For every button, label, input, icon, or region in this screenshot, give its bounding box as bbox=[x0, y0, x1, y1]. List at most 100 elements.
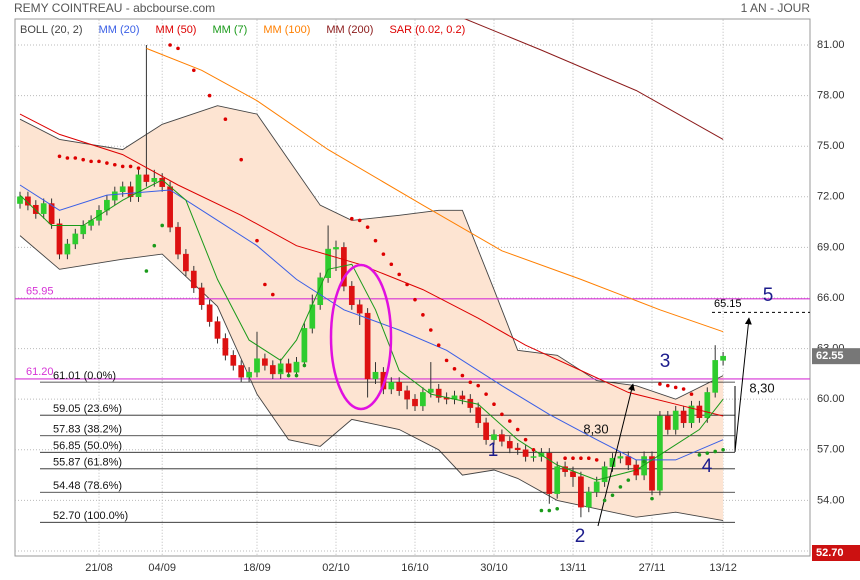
y-tick-label: 75.00 bbox=[817, 140, 845, 152]
sar-dot bbox=[113, 162, 117, 167]
sar-dot bbox=[721, 447, 725, 452]
candle-body bbox=[491, 434, 497, 440]
sar-dot bbox=[460, 373, 465, 378]
candle-body bbox=[198, 287, 205, 305]
candle-body bbox=[317, 277, 324, 305]
candle-body bbox=[80, 225, 87, 235]
low-price-label: 52.70 bbox=[816, 547, 844, 559]
fib-label: 55.87 (61.8%) bbox=[53, 457, 122, 469]
sar-dot bbox=[697, 453, 702, 457]
candle-body bbox=[111, 191, 118, 201]
sar-dot bbox=[302, 363, 307, 368]
y-tick-label: 54.00 bbox=[817, 494, 845, 506]
candle-body bbox=[396, 382, 403, 391]
x-tick-label: 02/10 bbox=[322, 562, 350, 574]
candle-body bbox=[593, 481, 600, 493]
candle-body bbox=[135, 174, 142, 198]
last-price-tag bbox=[812, 348, 860, 365]
sar-dot bbox=[413, 297, 417, 302]
highlight-ellipse bbox=[329, 263, 393, 411]
sar-dot bbox=[484, 392, 488, 396]
sar-dot bbox=[618, 485, 623, 489]
sar-dot bbox=[713, 449, 717, 454]
arrow bbox=[734, 317, 752, 453]
sar-dot bbox=[634, 468, 638, 472]
candle-body bbox=[167, 186, 173, 228]
annotation-layer: BOLL (20, 2) MM (20) MM (50) MM (7) MM (100)… bbox=[20, 24, 860, 561]
chart-title: REMY COINTREAU - abcbourse.com bbox=[14, 1, 215, 15]
move-label: 8,30 bbox=[583, 421, 608, 436]
sar-dot bbox=[673, 385, 678, 390]
sar-dot bbox=[705, 451, 710, 455]
sar-dot bbox=[160, 223, 164, 228]
band-lower bbox=[19, 235, 724, 522]
move-label: 8,30 bbox=[749, 380, 774, 395]
sar-dot bbox=[492, 402, 496, 407]
sar-dot bbox=[508, 419, 512, 423]
y-tick-label: 81.00 bbox=[817, 39, 845, 51]
candle-body bbox=[372, 371, 379, 380]
wave-label: 4 bbox=[702, 456, 713, 477]
candle-body bbox=[514, 447, 521, 451]
candle-body bbox=[554, 466, 561, 494]
candle-body bbox=[190, 270, 197, 289]
candle-body bbox=[17, 196, 23, 204]
fib-label: 57.83 (38.2%) bbox=[53, 424, 122, 436]
candle-body bbox=[404, 390, 410, 400]
sar-dot bbox=[65, 156, 70, 160]
candle-body bbox=[522, 449, 529, 457]
fib-label: 59.05 (23.6%) bbox=[53, 403, 122, 415]
fib-label: 56.85 (50.0%) bbox=[53, 440, 122, 452]
candle-body bbox=[585, 491, 592, 508]
candle-body bbox=[127, 186, 134, 198]
sar-dot bbox=[128, 164, 133, 169]
y-tick-label: 72.00 bbox=[817, 191, 845, 203]
candle-body bbox=[680, 410, 687, 424]
sar-dot bbox=[389, 262, 394, 267]
candle-body bbox=[325, 248, 331, 278]
candle-body bbox=[483, 422, 489, 440]
sar-dot bbox=[286, 373, 291, 378]
wave-label: 5 bbox=[763, 285, 774, 306]
sar-dot bbox=[73, 156, 78, 160]
candle-body bbox=[183, 253, 189, 272]
band-fill bbox=[20, 105, 724, 521]
candle-body bbox=[269, 365, 276, 375]
sar-dot bbox=[381, 252, 386, 256]
candle-body bbox=[664, 415, 671, 430]
candle-body bbox=[641, 456, 647, 476]
candle-body bbox=[672, 410, 679, 430]
sar-dot bbox=[436, 343, 441, 348]
candle-body bbox=[32, 204, 39, 214]
sar-dot bbox=[239, 157, 243, 162]
wave-label: 1 bbox=[488, 440, 499, 461]
sar-dot bbox=[294, 373, 299, 378]
sar-dot bbox=[176, 46, 180, 51]
fib-label: 61.01 (0.0%) bbox=[53, 370, 116, 382]
y-tick-label: 66.00 bbox=[817, 292, 845, 304]
candle-body bbox=[578, 476, 584, 508]
candle-body bbox=[119, 186, 126, 192]
candle-body bbox=[293, 361, 300, 373]
candle-body bbox=[601, 466, 608, 483]
candle-body bbox=[364, 312, 371, 380]
sar-dot bbox=[515, 427, 520, 432]
candle-body bbox=[435, 388, 442, 398]
wave-label: 3 bbox=[660, 351, 671, 372]
legend-entry: BOLL (20, 2) bbox=[20, 24, 83, 36]
candle-body bbox=[48, 203, 55, 225]
sar-dot bbox=[192, 68, 196, 73]
candle-body bbox=[40, 203, 47, 214]
sar-dot bbox=[587, 456, 591, 461]
sar-dot bbox=[152, 243, 157, 248]
sar-dot bbox=[476, 383, 481, 388]
candle-body bbox=[420, 392, 426, 407]
sar-dot bbox=[397, 272, 402, 277]
legend-entry: MM (100) bbox=[263, 24, 310, 36]
sar-dot bbox=[468, 380, 473, 385]
candle-body bbox=[230, 355, 237, 366]
candle-body bbox=[625, 456, 632, 466]
candle-body bbox=[649, 456, 655, 491]
candle-body bbox=[214, 321, 221, 339]
